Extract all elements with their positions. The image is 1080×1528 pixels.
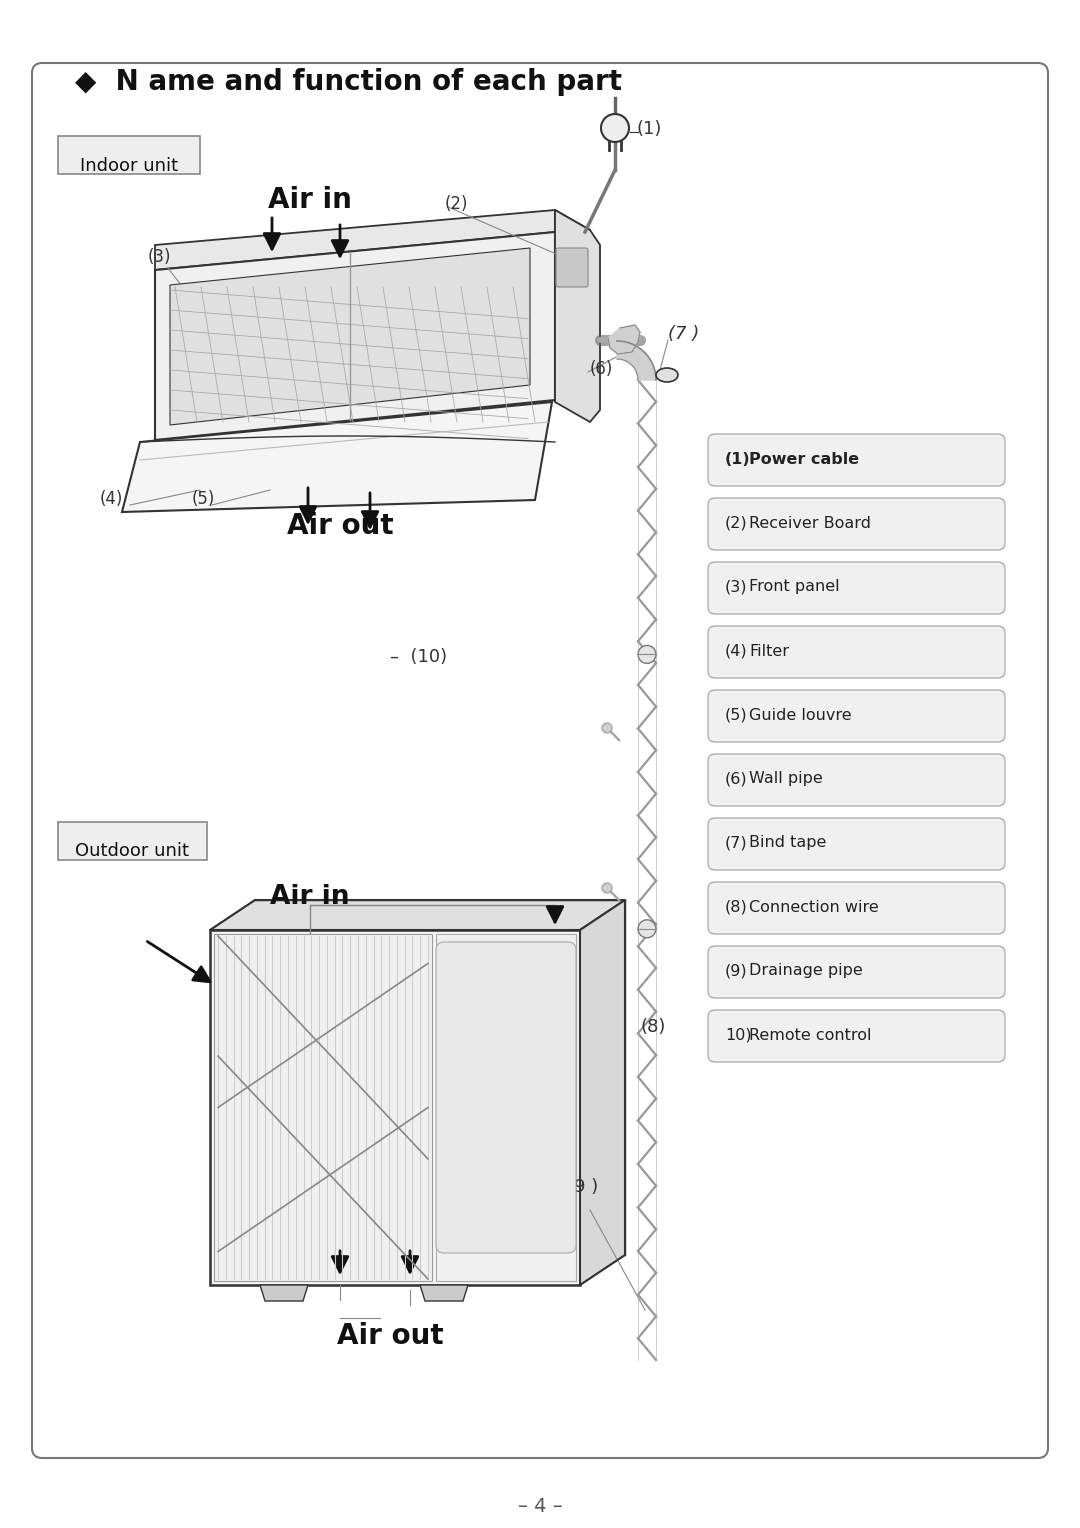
Text: (1): (1) — [725, 451, 751, 466]
Text: (4): (4) — [100, 490, 123, 507]
Text: Air in: Air in — [270, 885, 350, 911]
Polygon shape — [170, 248, 530, 425]
Text: Drainage pipe: Drainage pipe — [750, 964, 863, 978]
Polygon shape — [214, 934, 432, 1280]
FancyBboxPatch shape — [708, 498, 1005, 550]
Text: Air out: Air out — [286, 512, 393, 539]
Text: (3): (3) — [725, 579, 747, 594]
Text: Receiver Board: Receiver Board — [750, 515, 870, 530]
FancyBboxPatch shape — [708, 562, 1005, 614]
FancyBboxPatch shape — [708, 817, 1005, 869]
Text: Power cable: Power cable — [750, 451, 859, 466]
Text: (1): (1) — [637, 121, 662, 138]
Text: (7): (7) — [725, 836, 747, 851]
Polygon shape — [210, 900, 625, 931]
Circle shape — [638, 645, 656, 663]
Text: (3): (3) — [148, 248, 172, 266]
Circle shape — [638, 920, 656, 938]
Text: Filter: Filter — [750, 643, 789, 659]
Text: (9 ): (9 ) — [567, 1178, 598, 1196]
FancyBboxPatch shape — [708, 434, 1005, 486]
Ellipse shape — [656, 368, 678, 382]
Text: (8): (8) — [640, 1018, 665, 1036]
Text: Guide louvre: Guide louvre — [750, 707, 852, 723]
Text: Indoor unit: Indoor unit — [80, 157, 178, 176]
Polygon shape — [210, 931, 580, 1285]
Polygon shape — [555, 209, 600, 422]
Text: Connection wire: Connection wire — [750, 900, 879, 914]
Circle shape — [602, 723, 612, 733]
FancyBboxPatch shape — [556, 248, 588, 287]
Text: (2): (2) — [725, 515, 747, 530]
Text: – 4 –: – 4 – — [517, 1497, 563, 1516]
FancyBboxPatch shape — [708, 691, 1005, 743]
Text: Front panel: Front panel — [750, 579, 839, 594]
Polygon shape — [555, 209, 590, 420]
FancyBboxPatch shape — [708, 753, 1005, 805]
Polygon shape — [436, 934, 576, 1280]
Text: (7 ): (7 ) — [669, 325, 699, 342]
Text: 10): 10) — [725, 1027, 752, 1042]
FancyBboxPatch shape — [32, 63, 1048, 1458]
Polygon shape — [617, 341, 656, 380]
FancyBboxPatch shape — [708, 1010, 1005, 1062]
FancyBboxPatch shape — [436, 941, 576, 1253]
FancyBboxPatch shape — [58, 822, 207, 860]
Text: –  (10): – (10) — [390, 648, 447, 666]
Text: Air out: Air out — [337, 1322, 443, 1351]
Text: Outdoor unit: Outdoor unit — [75, 842, 189, 860]
Text: (6): (6) — [590, 361, 613, 377]
Text: (6): (6) — [725, 772, 747, 787]
FancyBboxPatch shape — [708, 882, 1005, 934]
FancyBboxPatch shape — [708, 946, 1005, 998]
Text: (5): (5) — [725, 707, 747, 723]
Text: ◆  N ame and function of each part: ◆ N ame and function of each part — [75, 69, 622, 96]
Text: (5): (5) — [192, 490, 215, 507]
Text: Bind tape: Bind tape — [750, 836, 826, 851]
Polygon shape — [420, 1285, 468, 1300]
Circle shape — [602, 883, 612, 892]
Circle shape — [600, 115, 629, 142]
Polygon shape — [156, 232, 555, 440]
FancyBboxPatch shape — [708, 626, 1005, 678]
Polygon shape — [156, 209, 555, 270]
Polygon shape — [122, 402, 552, 512]
Text: Remote control: Remote control — [750, 1027, 872, 1042]
Text: Air in: Air in — [268, 186, 352, 214]
Text: (8): (8) — [725, 900, 747, 914]
Text: (9): (9) — [725, 964, 747, 978]
Text: (4): (4) — [725, 643, 747, 659]
Text: (2): (2) — [445, 196, 469, 212]
FancyBboxPatch shape — [58, 136, 200, 174]
Polygon shape — [608, 325, 640, 354]
Text: Wall pipe: Wall pipe — [750, 772, 823, 787]
Polygon shape — [260, 1285, 308, 1300]
Polygon shape — [580, 900, 625, 1285]
